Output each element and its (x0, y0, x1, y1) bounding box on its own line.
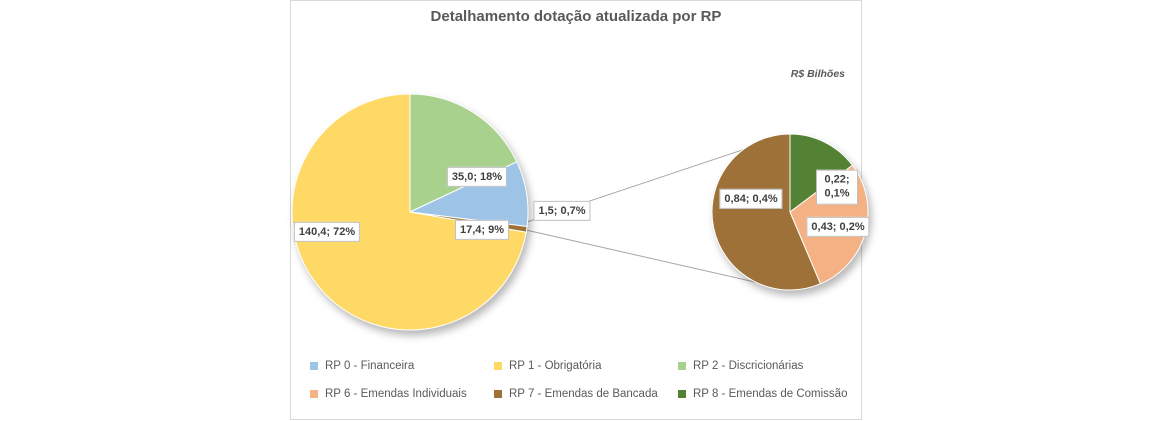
legend-item-rp7: RP 7 - Emendas de Bancada (494, 388, 678, 400)
chart-legend: RP 0 - Financeira RP 1 - Obrigatória RP … (310, 358, 862, 414)
legend-label-rp8: RP 8 - Emendas de Comissão (693, 388, 848, 400)
legend-row-2: RP 6 - Emendas Individuais RP 7 - Emenda… (310, 386, 862, 402)
legend-label-rp2: RP 2 - Discricionárias (693, 360, 804, 372)
legend-swatch-rp8 (678, 390, 686, 398)
chart-title: Detalhamento dotação atualizada por RP (430, 8, 722, 25)
data-label-other-group: 1,5; 0,7% (533, 200, 591, 222)
legend-swatch-rp0 (310, 362, 318, 370)
legend-item-rp6: RP 6 - Emendas Individuais (310, 388, 494, 400)
legend-label-rp1: RP 1 - Obrigatória (509, 360, 602, 372)
data-label-rp6-individuais: 0,43; 0,2% (806, 216, 870, 238)
legend-item-rp2: RP 2 - Discricionárias (678, 360, 862, 372)
legend-item-rp1: RP 1 - Obrigatória (494, 360, 678, 372)
units-note: R$ Bilhões (790, 68, 845, 80)
legend-item-rp0: RP 0 - Financeira (310, 360, 494, 372)
legend-label-rp7: RP 7 - Emendas de Bancada (509, 388, 658, 400)
legend-label-rp6: RP 6 - Emendas Individuais (325, 388, 467, 400)
legend-row-1: RP 0 - Financeira RP 1 - Obrigatória RP … (310, 358, 862, 374)
legend-swatch-rp7 (494, 390, 502, 398)
data-label-rp1-obrigatoria: 140,4; 72% (293, 221, 361, 243)
legend-item-rp8: RP 8 - Emendas de Comissão (678, 388, 862, 400)
legend-swatch-rp2 (678, 362, 686, 370)
legend-label-rp0: RP 0 - Financeira (325, 360, 415, 372)
legend-swatch-rp1 (494, 362, 502, 370)
data-label-rp0-financeira: 17,4; 9% (454, 219, 510, 241)
data-label-rp2-discricionarias: 35,0; 18% (446, 166, 508, 188)
legend-swatch-rp6 (310, 390, 318, 398)
data-label-rp8-comissao: 0,22; 0,1% (816, 169, 858, 205)
data-label-rp7-bancada: 0,84; 0,4% (719, 188, 783, 210)
